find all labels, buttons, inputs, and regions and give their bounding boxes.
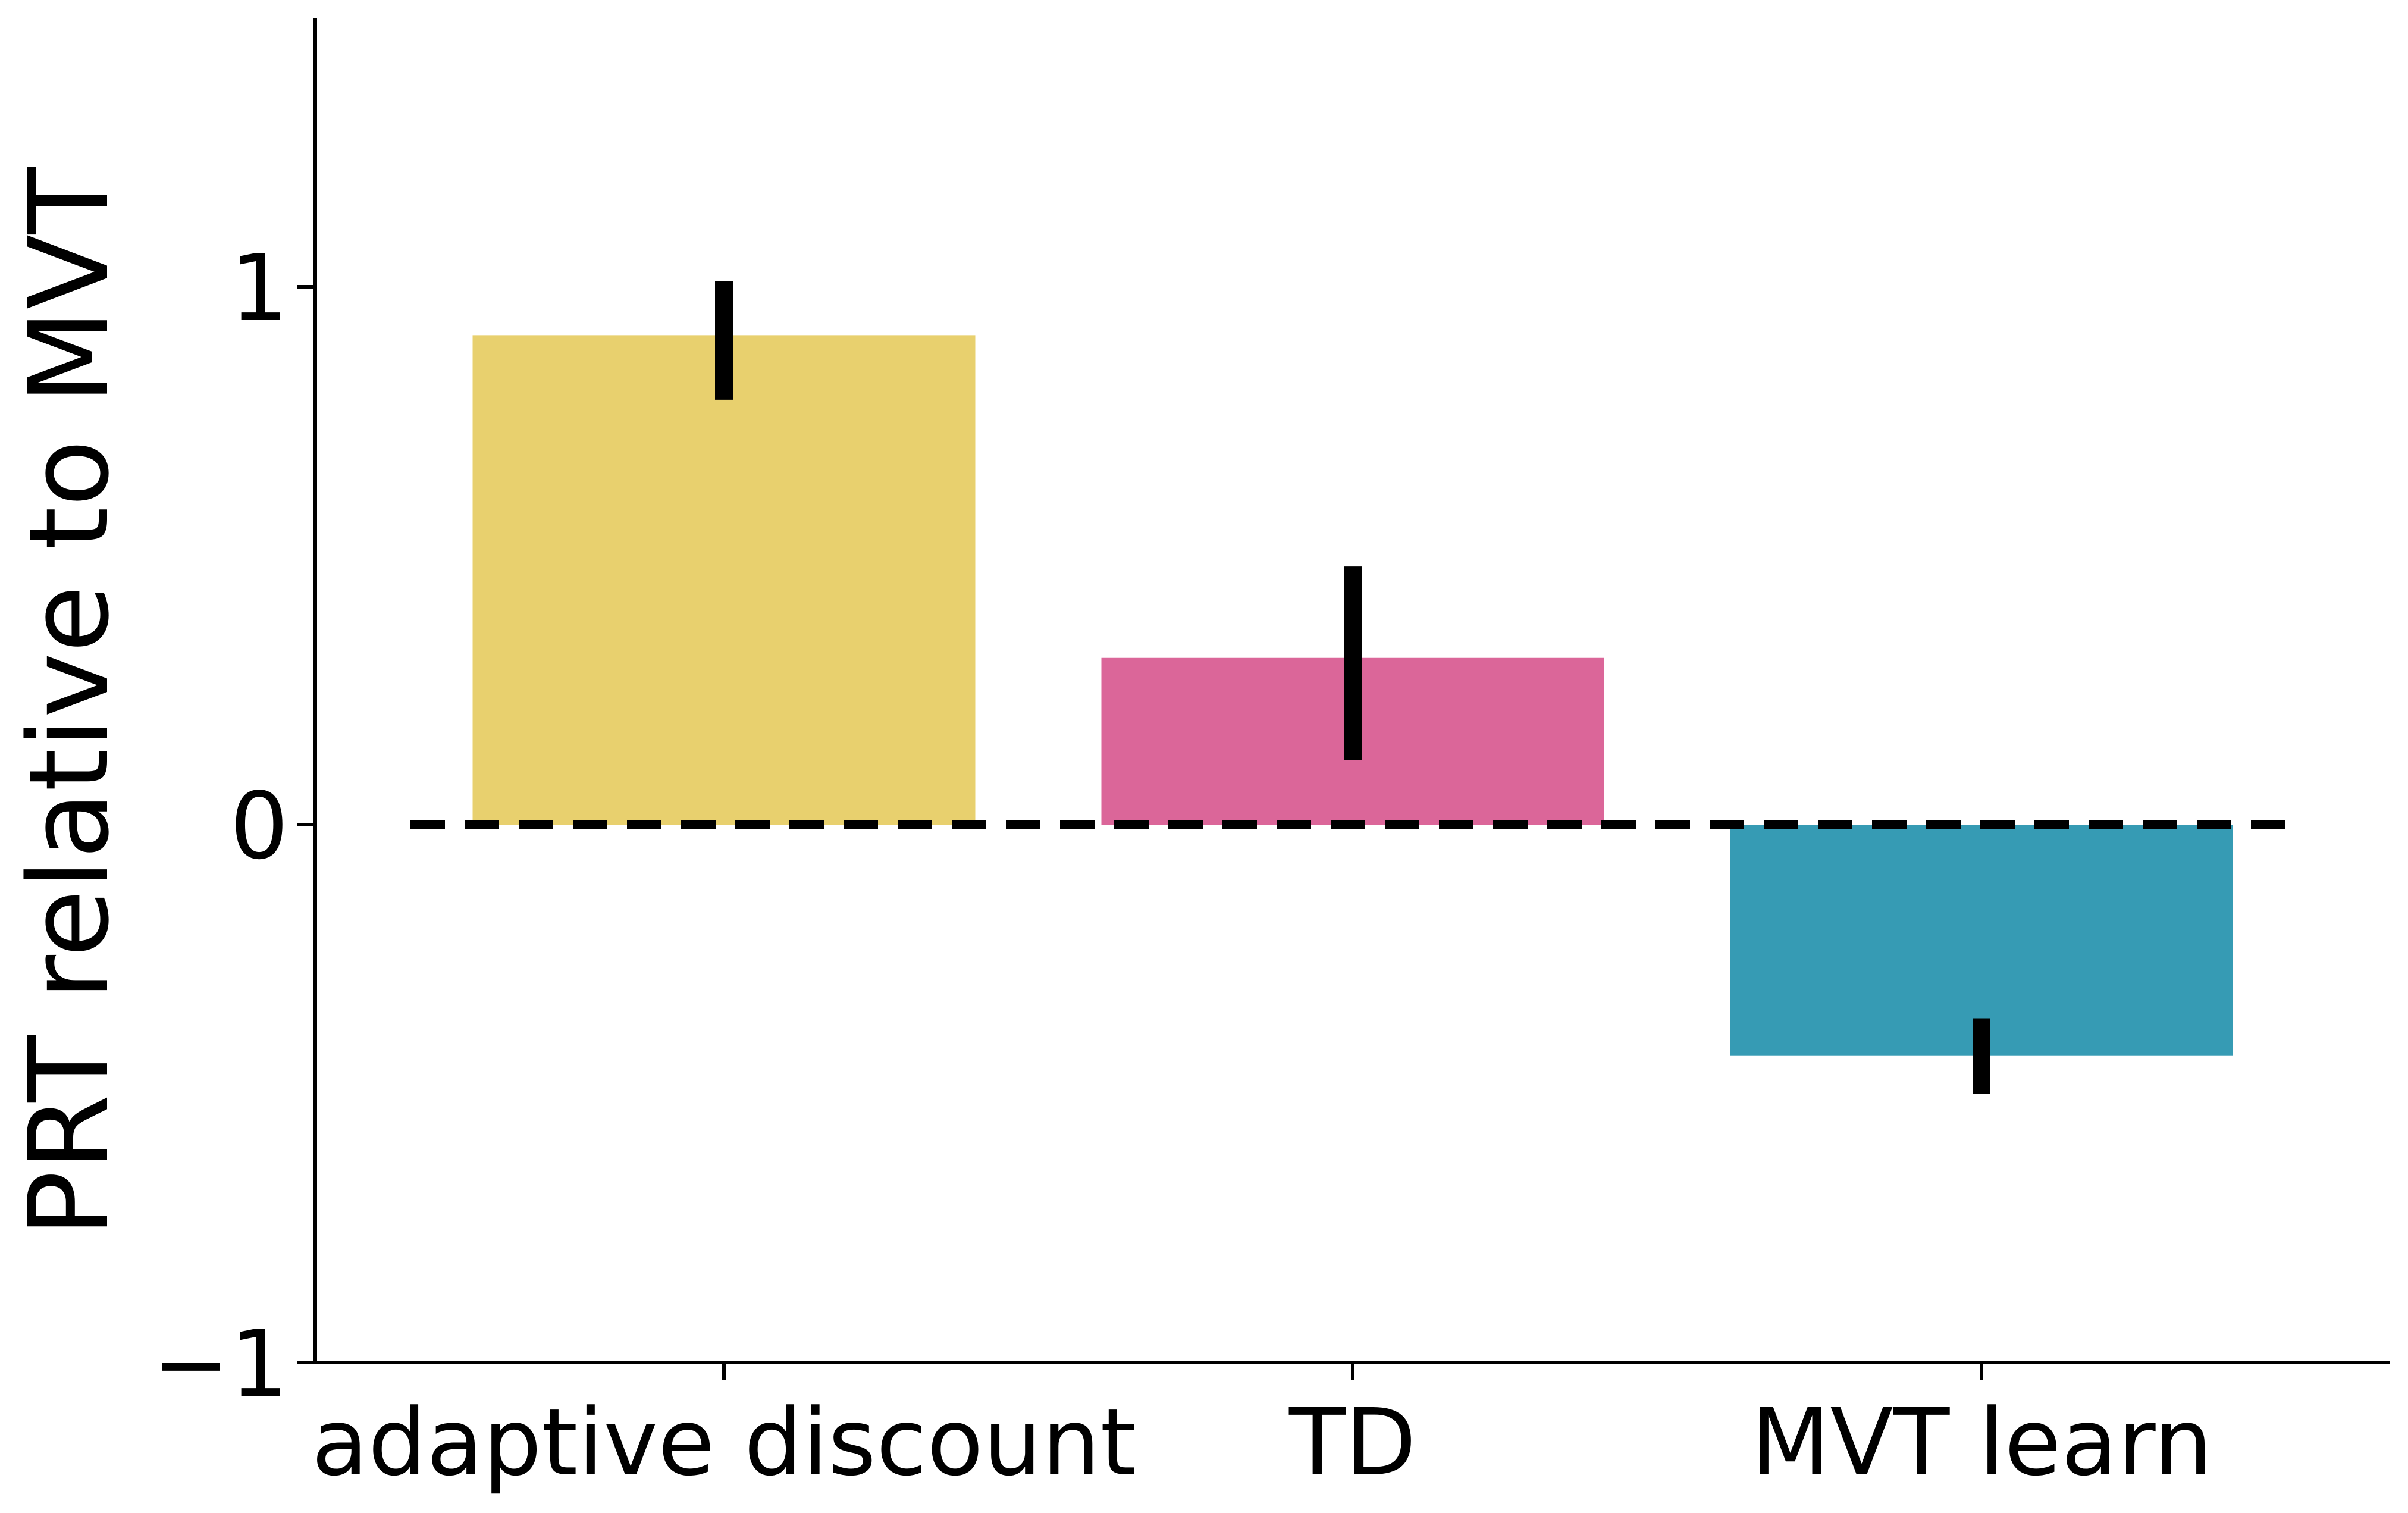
bar-mvt-learn [1730, 825, 2233, 1056]
x-ticks: adaptive discount TD MVT learn [312, 1362, 2212, 1496]
error-bars-layer [715, 281, 1990, 1094]
y-axis-label: PRT relative to MVT [5, 167, 133, 1238]
x-tick-label: MVT learn [1751, 1389, 2212, 1496]
bar-adaptive-discount [472, 335, 976, 825]
y-tick-label: 0 [230, 772, 289, 880]
y-ticks: −1 0 1 [153, 234, 315, 1418]
x-tick-label: adaptive discount [312, 1389, 1136, 1496]
x-tick-label: TD [1288, 1389, 1416, 1496]
y-tick-label: −1 [153, 1310, 289, 1418]
y-tick-label: 1 [230, 234, 289, 342]
